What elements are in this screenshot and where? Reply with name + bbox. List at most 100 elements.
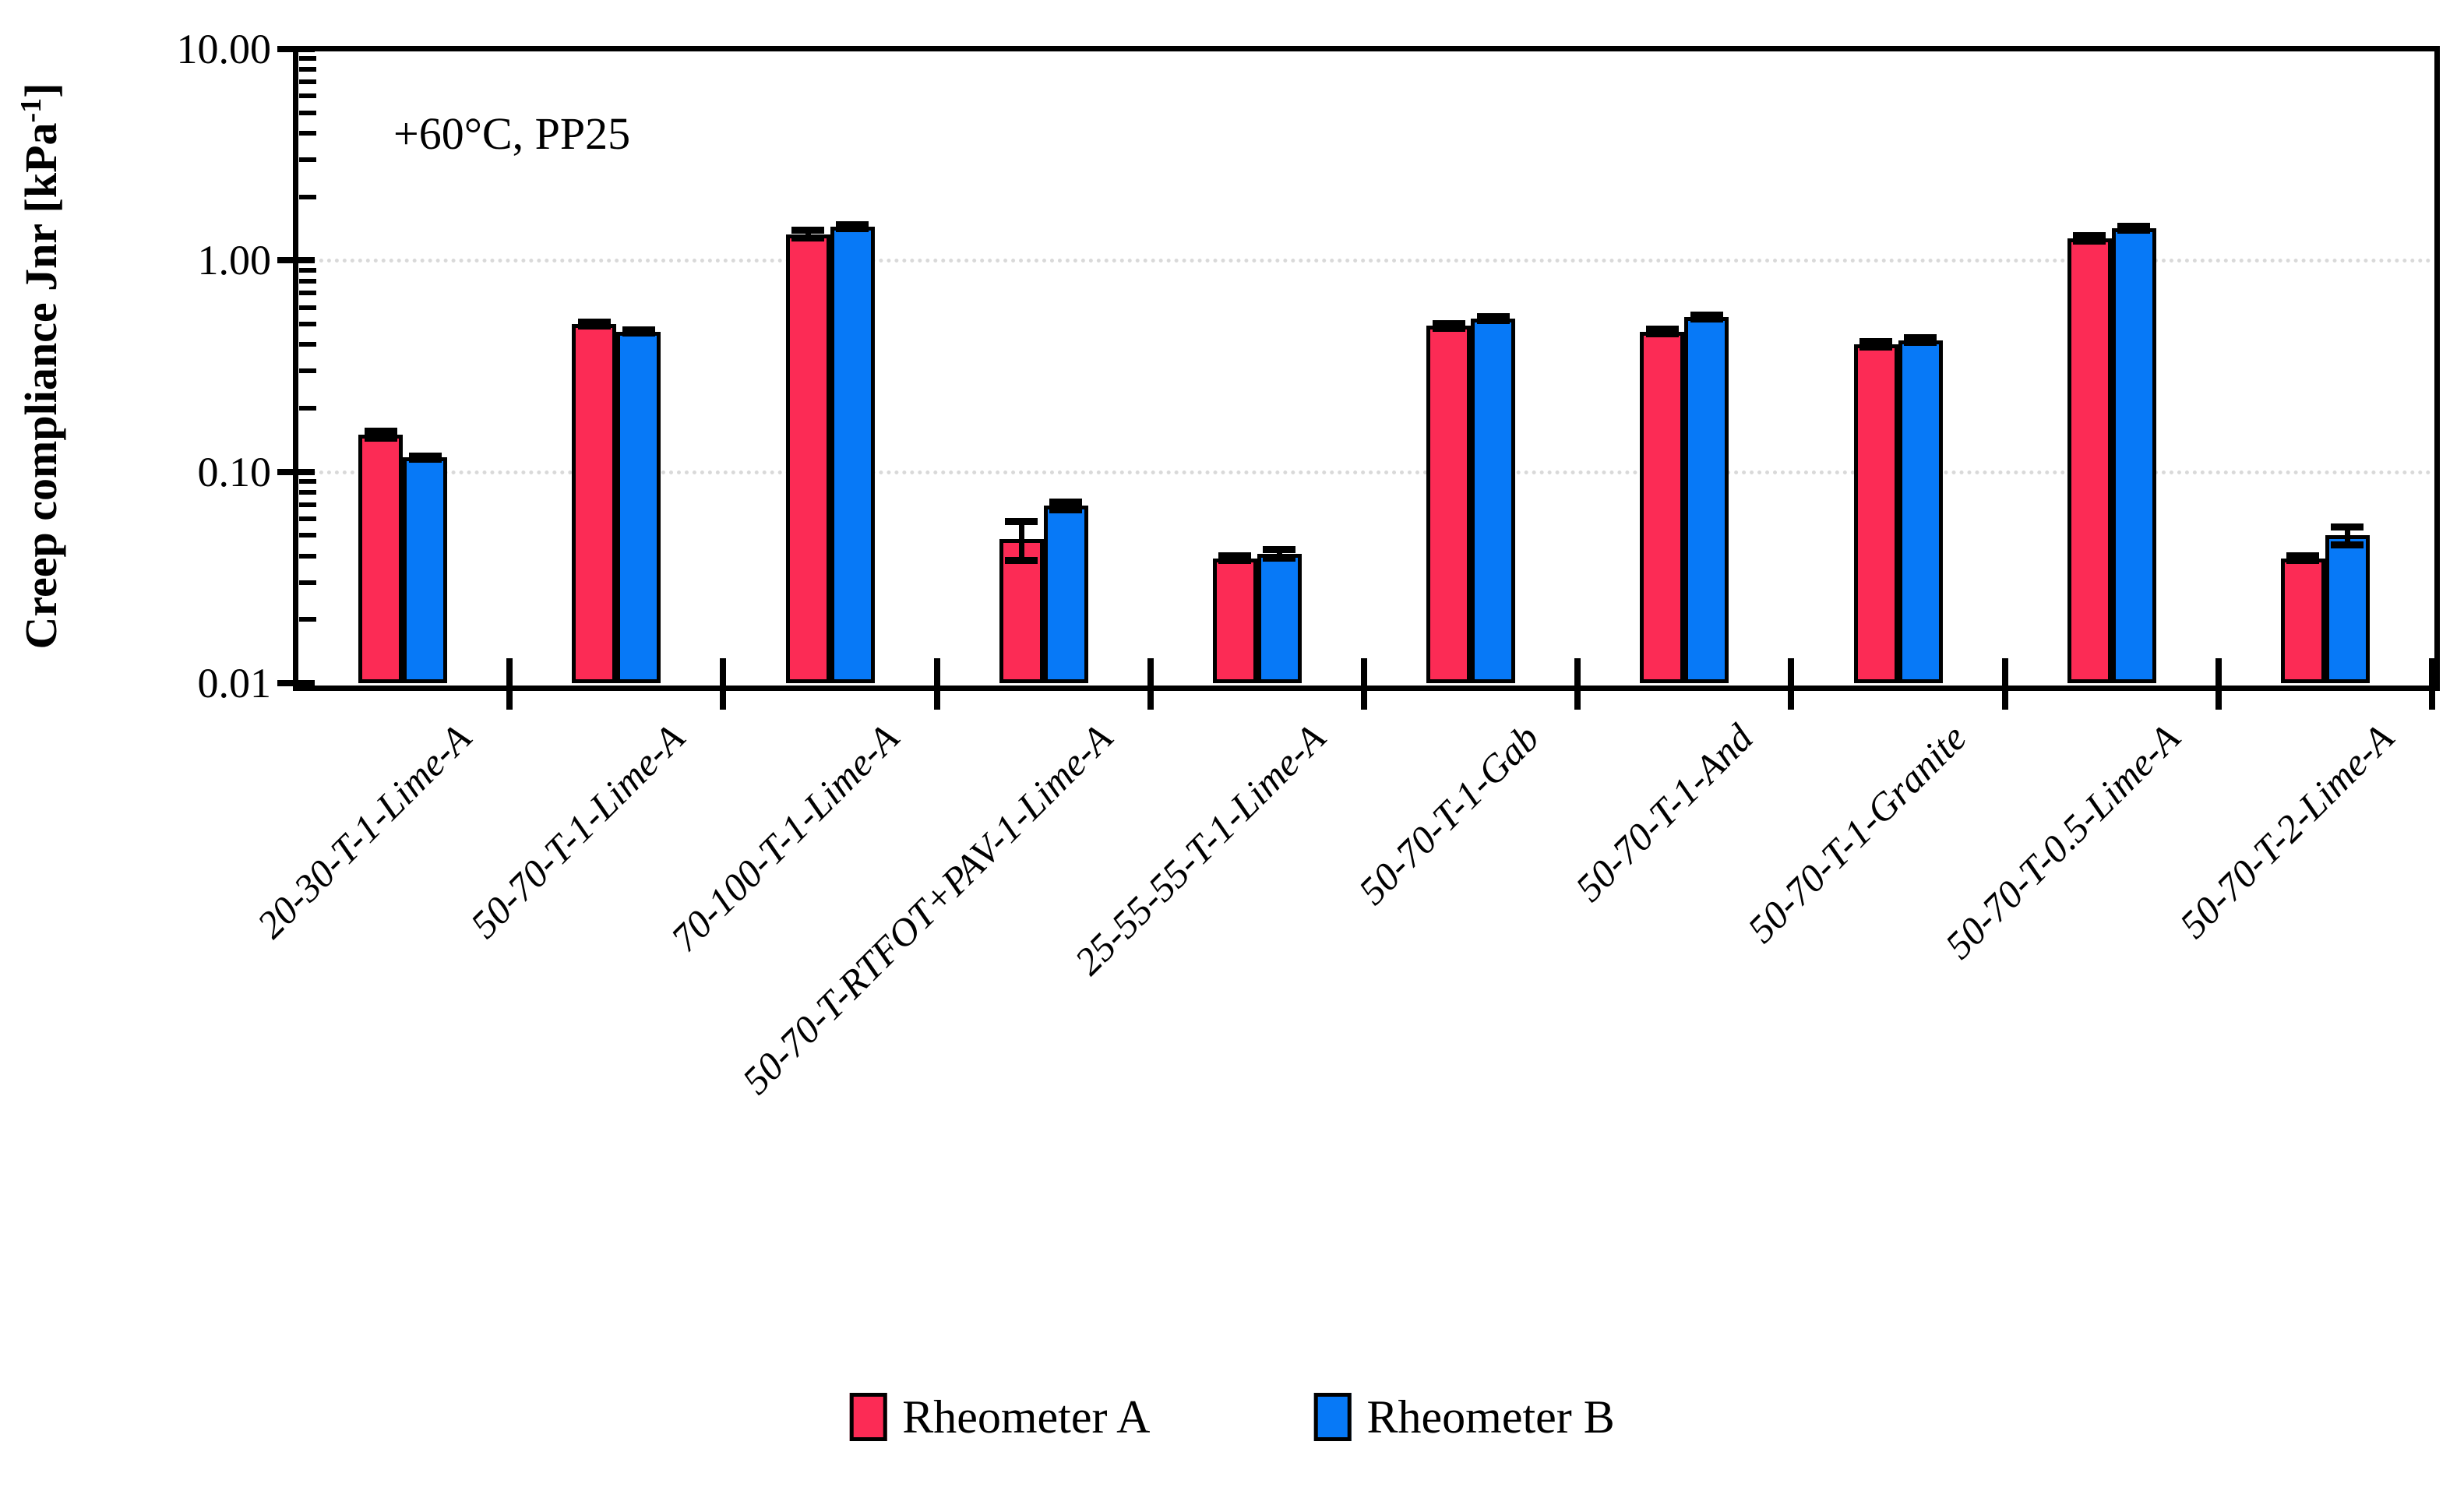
y-axis-title: Creep compliance Jnr [kPa-1]: [14, 83, 67, 649]
x-axis-tick: [2215, 658, 2222, 710]
error-bar-cap-bottom: [1904, 339, 1937, 347]
error-bar-cap-top: [1476, 313, 1510, 320]
y-axis-minor-tick: [299, 553, 316, 559]
error-bar-cap-bottom: [1859, 344, 1892, 351]
y-axis-minor-tick: [299, 267, 316, 273]
error-bar-cap-top: [577, 318, 611, 326]
x-category-label: 50-70-T-2-Lime-A: [2171, 715, 2402, 946]
bar-rheometer-a: [2280, 558, 2325, 683]
bar-rheometer-b: [616, 331, 661, 683]
bar-rheometer-b: [1257, 553, 1302, 683]
error-bar-cap-top: [1859, 338, 1892, 346]
y-tick-label: 0.01: [197, 660, 272, 707]
y-axis-minor-tick: [299, 533, 316, 538]
bar-rheometer-a: [1640, 331, 1685, 683]
y-axis-minor-tick: [299, 580, 316, 585]
legend-item-rheometer-a: Rheometer A: [849, 1391, 1151, 1443]
bar-rheometer-b: [1043, 506, 1088, 683]
error-bar-whisker: [2344, 527, 2350, 545]
error-bar-cap-bottom: [577, 322, 611, 330]
y-axis-minor-tick: [299, 516, 316, 521]
x-axis-tick: [506, 658, 513, 710]
y-axis-minor-tick: [299, 405, 316, 411]
x-axis-tick: [1361, 658, 1367, 710]
y-axis-tick: [277, 257, 315, 264]
error-bar-whisker: [1018, 521, 1024, 561]
bar-rheometer-b: [1898, 340, 1943, 683]
x-axis-tick: [1147, 658, 1154, 710]
y-axis-minor-tick: [299, 305, 316, 310]
bar-rheometer-a: [358, 434, 404, 683]
error-bar-cap-bottom: [408, 455, 442, 463]
error-bar-cap-top: [1645, 326, 1679, 333]
y-axis-minor-tick: [299, 342, 316, 347]
error-bar-whisker: [378, 431, 384, 439]
x-category-label: 50-70-T-1-Lime-A: [462, 715, 693, 946]
error-bar-cap-bottom: [2331, 541, 2364, 549]
legend-swatch-rheometer-a: [849, 1393, 887, 1441]
y-axis-tick: [277, 46, 315, 52]
x-category-label: 50-70-T-1-Granite: [1739, 715, 1975, 951]
error-bar-cap-top: [836, 221, 869, 229]
bar-rheometer-a: [1212, 558, 1257, 683]
bar-rheometer-b: [2325, 535, 2370, 683]
y-axis-tick: [277, 680, 315, 686]
gridline: [296, 259, 2432, 263]
error-bar-cap-bottom: [622, 330, 655, 337]
x-category-label: 20-30-T-1-Lime-A: [249, 715, 480, 946]
error-bar-cap-top: [2117, 222, 2151, 230]
x-axis-tick: [933, 658, 940, 710]
y-axis-minor-tick: [299, 130, 316, 136]
y-axis-minor-tick: [299, 322, 316, 326]
error-bar-whisker: [805, 230, 811, 238]
x-axis-tick: [1574, 658, 1581, 710]
y-axis-title-superscript: -1: [14, 97, 48, 123]
error-bar-cap-bottom: [1049, 506, 1083, 514]
legend: Rheometer A Rheometer B: [849, 1393, 1615, 1441]
x-axis-tick: [720, 658, 727, 710]
error-bar-cap-top: [2331, 523, 2364, 530]
error-bar-cap-bottom: [1432, 324, 1465, 332]
error-bar-cap-bottom: [1476, 317, 1510, 325]
y-axis-minor-tick: [299, 93, 316, 99]
y-axis-minor-tick: [299, 368, 316, 374]
y-axis-minor-tick: [299, 56, 316, 62]
x-category-label: 70-100-T-1-Lime-A: [661, 715, 907, 960]
error-bar-cap-top: [1904, 333, 1937, 341]
error-bar-cap-bottom: [2073, 237, 2106, 245]
x-category-label: 50-70-T-1-Gab: [1350, 715, 1548, 913]
error-bar-cap-top: [364, 427, 397, 435]
y-axis-minor-tick: [299, 67, 316, 72]
y-axis-minor-tick: [299, 157, 316, 162]
y-axis-tick: [277, 468, 315, 475]
error-bar-whisker: [1063, 502, 1069, 510]
error-bar-cap-top: [1005, 518, 1038, 526]
error-bar-cap-top: [1263, 545, 1296, 553]
bar-rheometer-a: [2067, 238, 2112, 683]
y-axis-minor-tick: [299, 278, 316, 284]
y-tick-label: 0.10: [197, 448, 272, 495]
error-bar-cap-bottom: [1218, 557, 1252, 565]
y-axis-minor-tick: [299, 194, 316, 199]
bar-rheometer-b: [830, 227, 875, 683]
error-bar-cap-bottom: [1005, 557, 1038, 565]
x-category-label: 50-70-T-1-And: [1567, 715, 1761, 910]
error-bar-cap-top: [1218, 552, 1252, 560]
temperature-annotation: +60°C, PP25: [393, 108, 631, 159]
y-axis-minor-tick: [299, 479, 316, 485]
error-bar-cap-bottom: [2286, 557, 2320, 565]
y-tick-label: 1.00: [197, 237, 272, 284]
bar-rheometer-b: [403, 457, 448, 683]
legend-label-rheometer-a: Rheometer A: [902, 1391, 1151, 1443]
y-axis-minor-tick: [299, 502, 316, 507]
y-axis-minor-tick: [299, 79, 316, 85]
bar-rheometer-a: [572, 324, 617, 683]
error-bar-cap-bottom: [791, 234, 824, 242]
x-category-label: 50-70-T-0.5-Lime-A: [1937, 715, 2189, 968]
error-bar-cap-bottom: [364, 435, 397, 442]
y-axis-minor-tick: [299, 110, 316, 115]
error-bar-cap-bottom: [1645, 330, 1679, 338]
bar-rheometer-a: [1853, 344, 1898, 683]
bar-rheometer-b: [1471, 319, 1516, 683]
